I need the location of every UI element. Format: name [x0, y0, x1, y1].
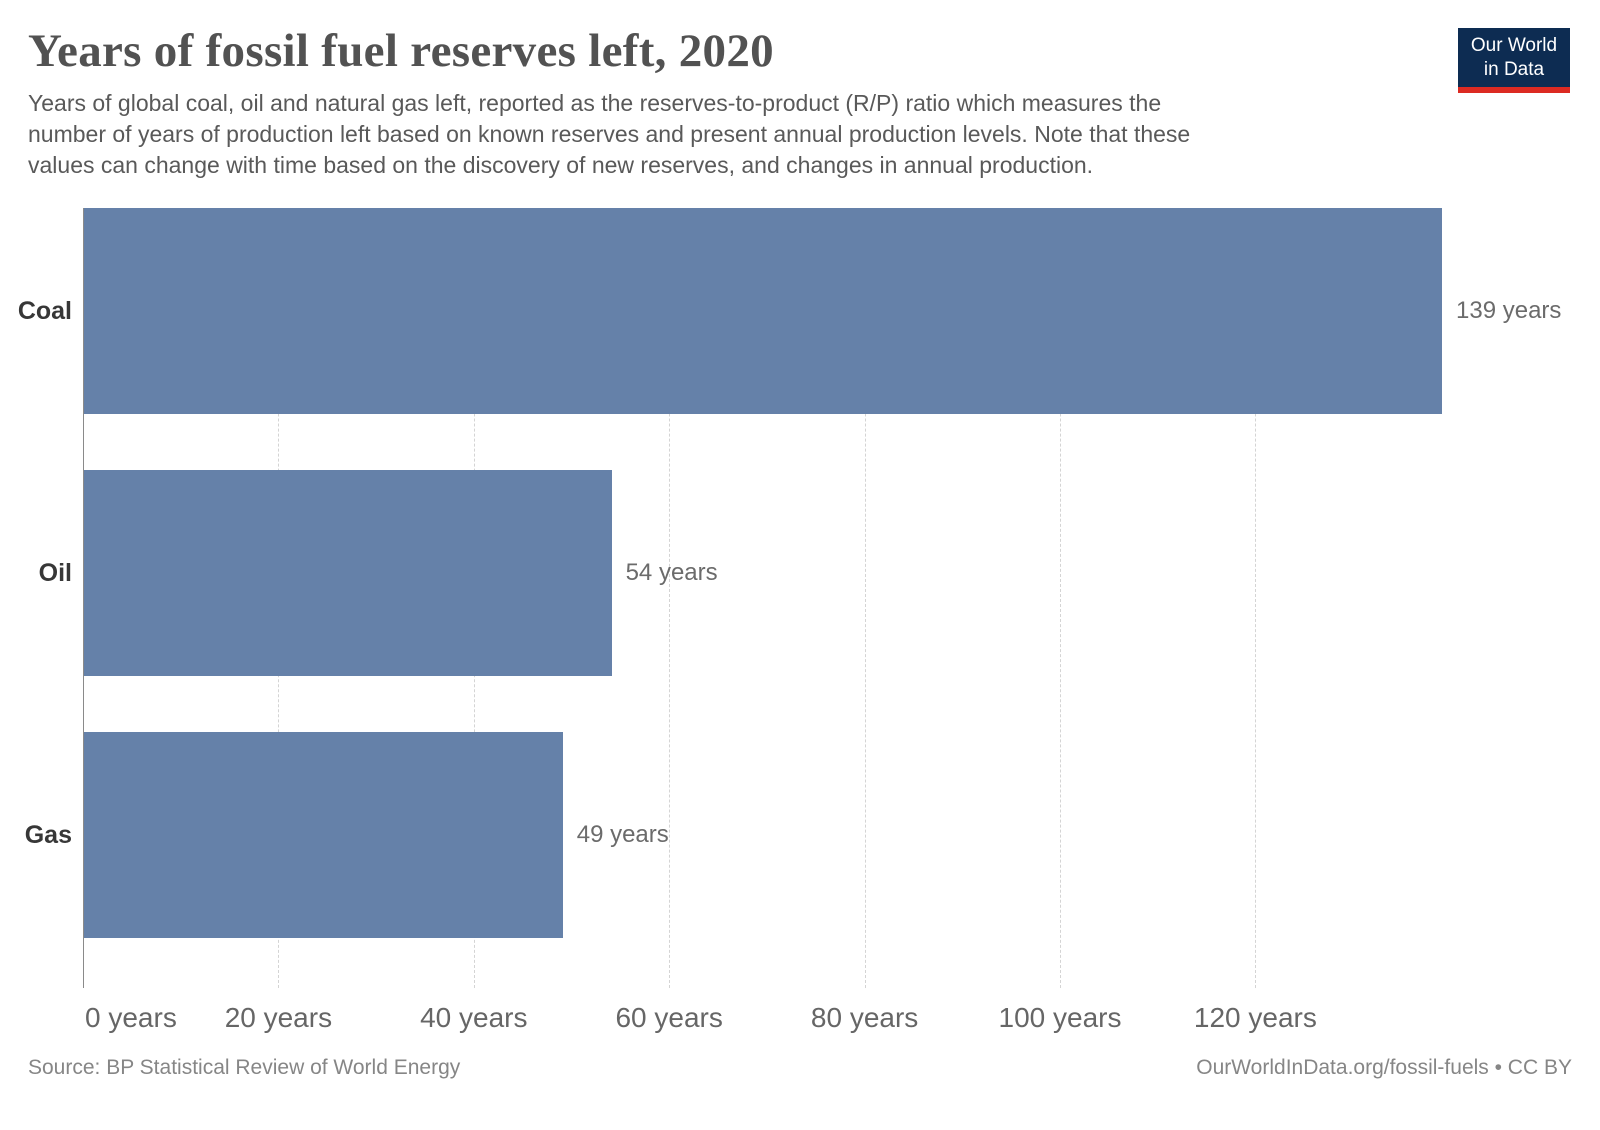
x-tick-label: 60 years — [615, 1002, 723, 1033]
chart-subtitle: Years of global coal, oil and natural ga… — [28, 90, 1191, 178]
category-label-gas: Gas — [24, 820, 72, 849]
bar-gas[interactable] — [84, 732, 563, 938]
footer-link[interactable]: OurWorldInData.org/fossil-fuels • CC BY — [1196, 1056, 1572, 1079]
x-tick-label: 40 years — [420, 1002, 528, 1033]
value-label-gas: 49 years — [576, 821, 669, 848]
x-gridline — [1060, 208, 1061, 988]
bar-coal[interactable] — [84, 208, 1443, 414]
bar-oil[interactable] — [84, 470, 612, 676]
x-tick-label: 80 years — [810, 1002, 919, 1033]
page-title: Years of fossil fuel reserves left, 2020 — [28, 25, 774, 77]
x-gridline — [864, 208, 866, 988]
owid-logo[interactable]: Our World in Data — [1458, 28, 1570, 93]
x-tick-label: 100 years — [998, 1002, 1122, 1033]
owid-logo-line2: in Data — [1483, 59, 1545, 80]
x-gridline — [1255, 208, 1257, 988]
y-axis-line — [83, 208, 84, 988]
category-label-oil: Oil — [38, 558, 72, 587]
x-tick-label: 20 years — [224, 1002, 333, 1033]
x-tick-label: 120 years — [1193, 1002, 1317, 1033]
owid-logo-line1: Our World — [1470, 35, 1558, 56]
chart-footer: Source: BP Statistical Review of World E… — [28, 1056, 1572, 1080]
source-note: Source: BP Statistical Review of World E… — [28, 1056, 461, 1079]
category-label-coal: Coal — [17, 296, 72, 325]
x-tick-label: 0 years — [85, 1002, 177, 1033]
bar-chart: 0 years 20 years 40 years 60 years 80 years 1… — [0, 208, 1600, 1088]
value-label-oil: 54 years — [625, 559, 718, 586]
value-label-coal: 139 years — [1456, 297, 1562, 324]
x-gridline — [669, 208, 671, 988]
